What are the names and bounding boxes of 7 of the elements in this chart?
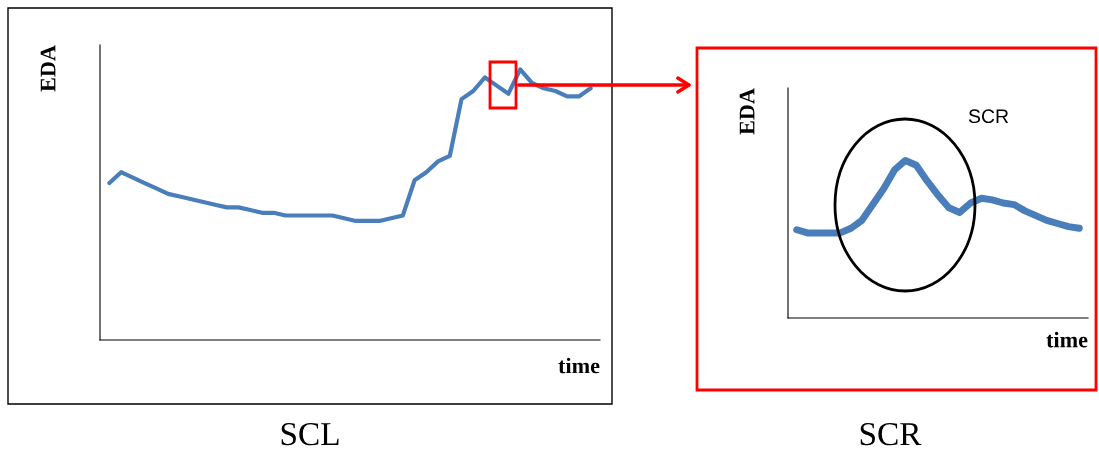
y-axis-title: EDA — [739, 88, 755, 135]
y-axis-title: EDA — [40, 45, 56, 92]
text: SCL — [281, 422, 339, 446]
x-axis-title: time — [558, 357, 600, 374]
text: SCR — [968, 109, 1009, 124]
text: SCR — [860, 422, 922, 446]
x-axis-title: time — [1046, 331, 1088, 348]
